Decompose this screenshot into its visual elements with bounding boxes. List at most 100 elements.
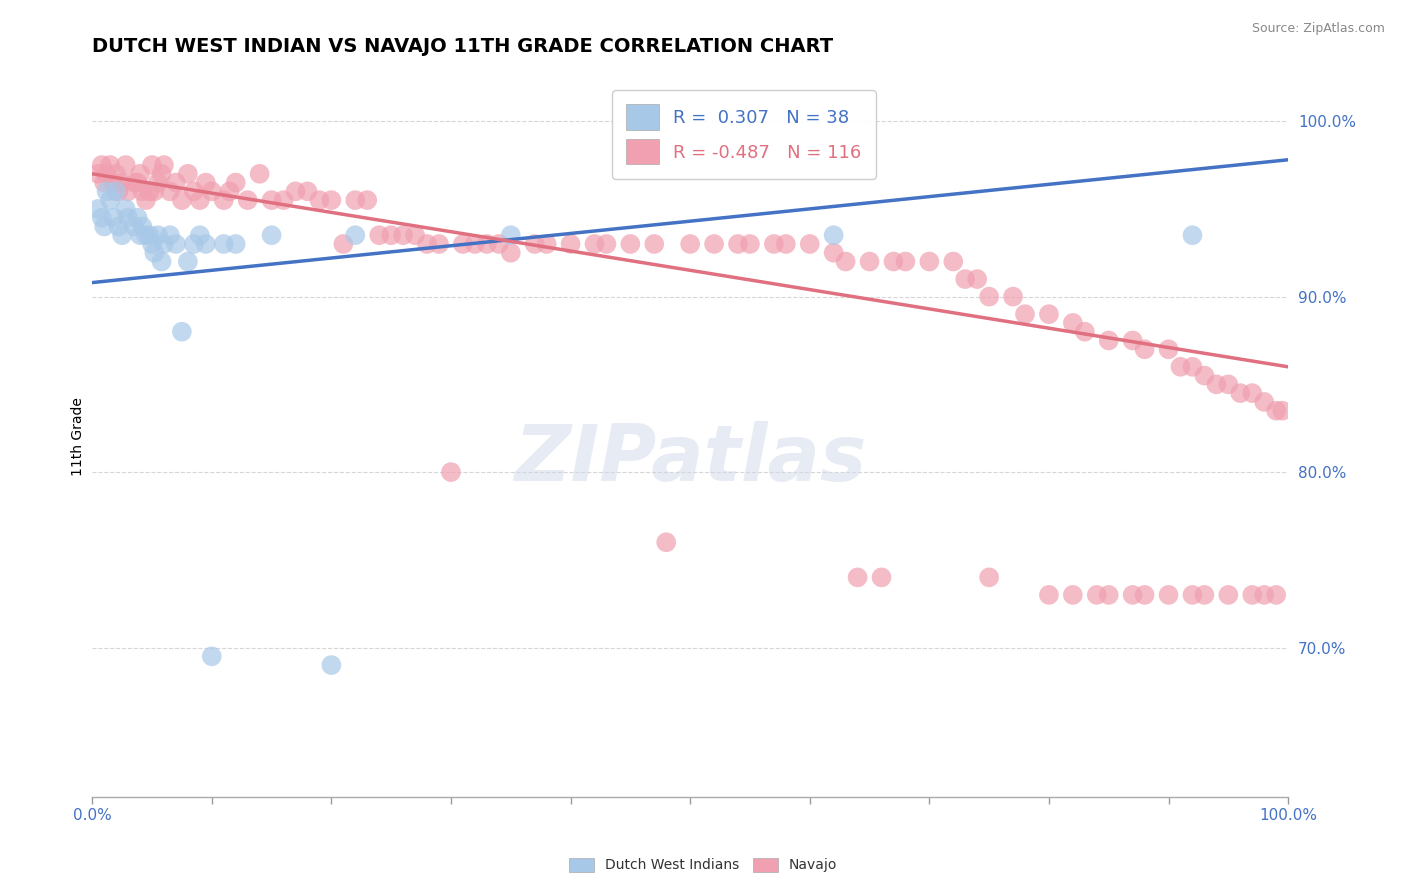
Point (236, 193, 259, 207)
Point (1098, 334, 1121, 348)
Point (153, 158, 176, 172)
Point (846, 570, 869, 584)
Point (194, 176, 217, 190)
Point (308, 193, 330, 207)
Point (117, 185, 139, 199)
Point (141, 158, 163, 172)
Point (332, 237, 354, 252)
Point (129, 228, 152, 243)
Point (858, 254, 880, 268)
Point (344, 193, 367, 207)
Point (114, 202, 136, 216)
Point (1014, 307, 1036, 321)
Point (93, 219, 115, 234)
Point (1122, 334, 1144, 348)
Point (1241, 588, 1264, 602)
Point (1157, 588, 1180, 602)
Point (979, 290, 1001, 304)
Point (1098, 588, 1121, 602)
Point (135, 228, 157, 243)
Point (560, 237, 582, 252)
Point (1170, 359, 1192, 374)
Point (1062, 316, 1084, 330)
Point (440, 465, 463, 479)
Y-axis label: 11th Grade: 11th Grade (72, 398, 86, 476)
Point (138, 228, 160, 243)
Point (1253, 395, 1275, 409)
Point (90, 211, 112, 225)
Point (703, 237, 725, 252)
Point (955, 272, 977, 286)
Point (488, 237, 510, 252)
Point (392, 228, 415, 243)
Point (103, 176, 125, 190)
Text: Source: ZipAtlas.com: Source: ZipAtlas.com (1251, 22, 1385, 36)
Point (138, 185, 160, 199)
Point (146, 176, 169, 190)
Point (201, 185, 224, 199)
Point (127, 176, 149, 190)
Point (135, 193, 157, 207)
Point (165, 176, 187, 190)
Point (942, 254, 965, 268)
Point (127, 211, 149, 225)
Point (111, 176, 134, 190)
Point (212, 237, 235, 252)
Point (1229, 386, 1251, 401)
Point (122, 219, 145, 234)
Legend: R =  0.307   N = 38, R = -0.487   N = 116: R = 0.307 N = 38, R = -0.487 N = 116 (612, 90, 876, 179)
Point (212, 193, 235, 207)
Point (894, 254, 917, 268)
Point (834, 254, 856, 268)
Text: DUTCH WEST INDIAN VS NAVAJO 11TH GRADE CORRELATION CHART: DUTCH WEST INDIAN VS NAVAJO 11TH GRADE C… (93, 37, 834, 56)
Point (499, 245, 522, 260)
Point (170, 325, 193, 339)
Point (1062, 588, 1084, 602)
Point (150, 167, 173, 181)
Point (1074, 325, 1097, 339)
Point (122, 176, 145, 190)
Point (344, 228, 367, 243)
Point (150, 254, 173, 268)
Point (183, 237, 205, 252)
Point (183, 185, 205, 199)
Point (536, 237, 558, 252)
Point (1038, 307, 1060, 321)
Point (775, 237, 797, 252)
Point (141, 237, 163, 252)
Point (201, 649, 224, 664)
Point (799, 237, 821, 252)
Point (1181, 588, 1204, 602)
Point (273, 193, 295, 207)
Point (98, 158, 121, 172)
Point (583, 237, 606, 252)
Point (107, 219, 129, 234)
Point (1241, 386, 1264, 401)
Point (823, 245, 845, 260)
Point (107, 185, 129, 199)
Point (1133, 588, 1156, 602)
Point (131, 219, 153, 234)
Point (475, 237, 498, 252)
Point (404, 228, 426, 243)
Point (416, 237, 439, 252)
Point (380, 228, 402, 243)
Point (368, 228, 391, 243)
Point (1218, 588, 1240, 602)
Point (131, 185, 153, 199)
Point (260, 228, 283, 243)
Point (249, 167, 271, 181)
Point (98, 193, 121, 207)
Point (260, 193, 283, 207)
Point (499, 228, 522, 243)
Point (87, 167, 110, 181)
Point (523, 237, 546, 252)
Point (1194, 368, 1216, 383)
Point (762, 237, 785, 252)
Point (643, 237, 665, 252)
Point (1038, 588, 1060, 602)
Point (153, 237, 176, 252)
Text: ZIPatlas: ZIPatlas (515, 420, 866, 497)
Point (1265, 403, 1288, 417)
Point (321, 193, 343, 207)
